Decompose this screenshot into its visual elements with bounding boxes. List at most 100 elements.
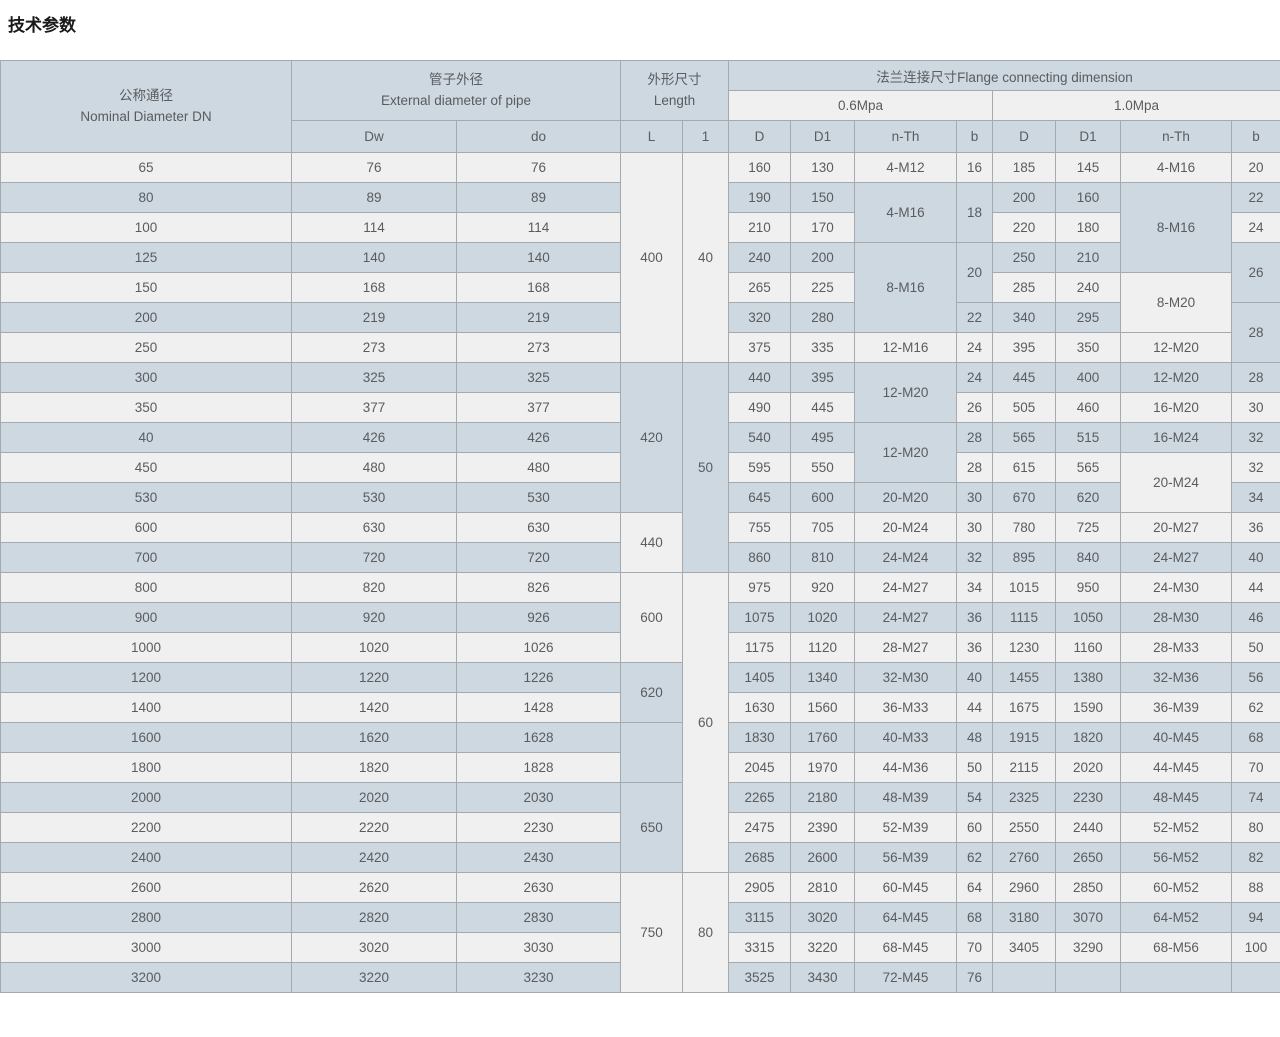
d1_10-cell: 180	[1055, 212, 1121, 243]
dn-cell: 450	[0, 452, 292, 483]
table-row: 80 89 89 190 150 4-M16 18 200 160 8-M16 22	[0, 182, 1280, 273]
nth_06-cell: 20-M24	[854, 512, 957, 543]
b_06-cell: 64	[956, 872, 993, 903]
header-pressure-06: 0.6Mpa	[728, 90, 993, 121]
b_10-cell: 62	[1231, 692, 1280, 723]
d_10-cell: 1675	[992, 692, 1056, 723]
dn-cell: 1200	[0, 662, 292, 693]
d1_06-cell: 2810	[790, 872, 855, 903]
b_06-cell: 36	[956, 602, 993, 633]
l-cell: 80	[682, 872, 729, 993]
L-cell: 400	[620, 152, 683, 363]
dn-cell: 1400	[0, 692, 292, 723]
d_06-cell: 440	[728, 362, 791, 393]
d_10-cell: 2760	[992, 842, 1056, 873]
dw-cell: 325	[291, 362, 457, 393]
dw-cell: 76	[291, 152, 457, 183]
b_10-cell: 32	[1231, 452, 1280, 483]
d1_10-cell: 350	[1055, 332, 1121, 363]
nth_10-cell: 52-M52	[1120, 812, 1232, 843]
table-header: 公称通径 Nominal Diameter DN 管子外径 External d…	[0, 60, 1280, 153]
nth_06-cell: 24-M27	[854, 602, 957, 633]
dw-cell: 2620	[291, 872, 457, 903]
d_06-cell: 2685	[728, 842, 791, 873]
d_06-cell: 1630	[728, 692, 791, 723]
nth_06-cell: 72-M45	[854, 962, 957, 993]
b_06-cell: 44	[956, 692, 993, 723]
d1_06-cell: 3020	[790, 902, 855, 933]
b_10-cell: 82	[1231, 842, 1280, 873]
b_10-cell: 36	[1231, 512, 1280, 543]
d_10-cell: 1115	[992, 602, 1056, 633]
d_06-cell: 1405	[728, 662, 791, 693]
b_06-cell: 76	[956, 962, 993, 993]
nth_06-cell: 12-M20	[854, 422, 957, 483]
d1_10-cell: 950	[1055, 572, 1121, 603]
do-cell: 480	[456, 452, 621, 483]
nth_10-cell: 12-M20	[1120, 332, 1232, 363]
dw-cell: 140	[291, 242, 457, 273]
nth_06-cell: 56-M39	[854, 842, 957, 873]
d1_06-cell: 150	[790, 182, 855, 213]
table-row: 3200 3220 3230 3525 3430 72-M45 76	[0, 962, 1280, 993]
d_10-cell	[992, 962, 1056, 993]
b_06-cell: 62	[956, 842, 993, 873]
dn-cell: 350	[0, 392, 292, 423]
b_10-cell: 20	[1231, 152, 1280, 183]
dn-cell: 2200	[0, 812, 292, 843]
nth_10-cell: 64-M52	[1120, 902, 1232, 933]
dn-cell: 40	[0, 422, 292, 453]
nth_10-cell: 48-M45	[1120, 782, 1232, 813]
L-cell: 620	[620, 662, 683, 723]
sub-header-d: D	[992, 120, 1056, 153]
dw-cell: 426	[291, 422, 457, 453]
d_10-cell: 505	[992, 392, 1056, 423]
d_06-cell: 190	[728, 182, 791, 213]
d_10-cell: 670	[992, 482, 1056, 513]
table-row: 1200 1220 1226 620 1405 1340 32-M30 40 1455 1380 3…	[0, 662, 1280, 723]
dw-cell: 219	[291, 302, 457, 333]
d1_06-cell: 130	[790, 152, 855, 183]
d1_06-cell: 200	[790, 242, 855, 273]
header-dn-zh: 公称通径	[119, 88, 173, 104]
dw-cell: 273	[291, 332, 457, 363]
b_06-cell: 30	[956, 482, 993, 513]
dw-cell: 2420	[291, 842, 457, 873]
sub-header-1: 1	[682, 120, 729, 153]
d_06-cell: 755	[728, 512, 791, 543]
sub-header-do: do	[456, 120, 621, 153]
table-row: 3000 3020 3030 3315 3220 68-M45 70 3405 3290 68-M…	[0, 932, 1280, 963]
b_10-cell: 50	[1231, 632, 1280, 663]
d_10-cell: 1915	[992, 722, 1056, 753]
do-cell: 2430	[456, 842, 621, 873]
d_06-cell: 375	[728, 332, 791, 363]
do-cell: 76	[456, 152, 621, 183]
nth_06-cell: 12-M16	[854, 332, 957, 363]
L-cell: 600	[620, 572, 683, 663]
d1_06-cell: 1970	[790, 752, 855, 783]
d1_06-cell: 600	[790, 482, 855, 513]
b_06-cell: 40	[956, 662, 993, 693]
header-dn: 公称通径 Nominal Diameter DN	[0, 60, 292, 153]
table-row: 200 219 219 320 280 22 340 295 28	[0, 302, 1280, 363]
b_06-cell: 22	[956, 302, 993, 333]
nth_06-cell: 60-M45	[854, 872, 957, 903]
d1_06-cell: 280	[790, 302, 855, 333]
table-row: 150 168 168 265 225 285 240 8-M20	[0, 272, 1280, 333]
do-cell: 1628	[456, 722, 621, 753]
nth_06-cell: 64-M45	[854, 902, 957, 933]
d_10-cell: 250	[992, 242, 1056, 273]
b_06-cell: 24	[956, 332, 993, 363]
d1_10-cell: 2020	[1055, 752, 1121, 783]
table-row: 800 820 826 600 60 975 920 24-M27 34 1015 950 24-M3…	[0, 572, 1280, 873]
dn-cell: 250	[0, 332, 292, 363]
d1_06-cell: 395	[790, 362, 855, 393]
nth_10-cell: 36-M39	[1120, 692, 1232, 723]
table-row: 1000 1020 1026 1175 1120 28-M27 36 1230 1160 28-M…	[0, 632, 1280, 663]
table-row: 450 480 480 595 550 28 615 565 20-M24 32	[0, 452, 1280, 513]
do-cell: 3030	[456, 932, 621, 963]
dw-cell: 377	[291, 392, 457, 423]
b_06-cell: 68	[956, 902, 993, 933]
L-cell: 750	[620, 872, 683, 993]
d1_10-cell: 3290	[1055, 932, 1121, 963]
